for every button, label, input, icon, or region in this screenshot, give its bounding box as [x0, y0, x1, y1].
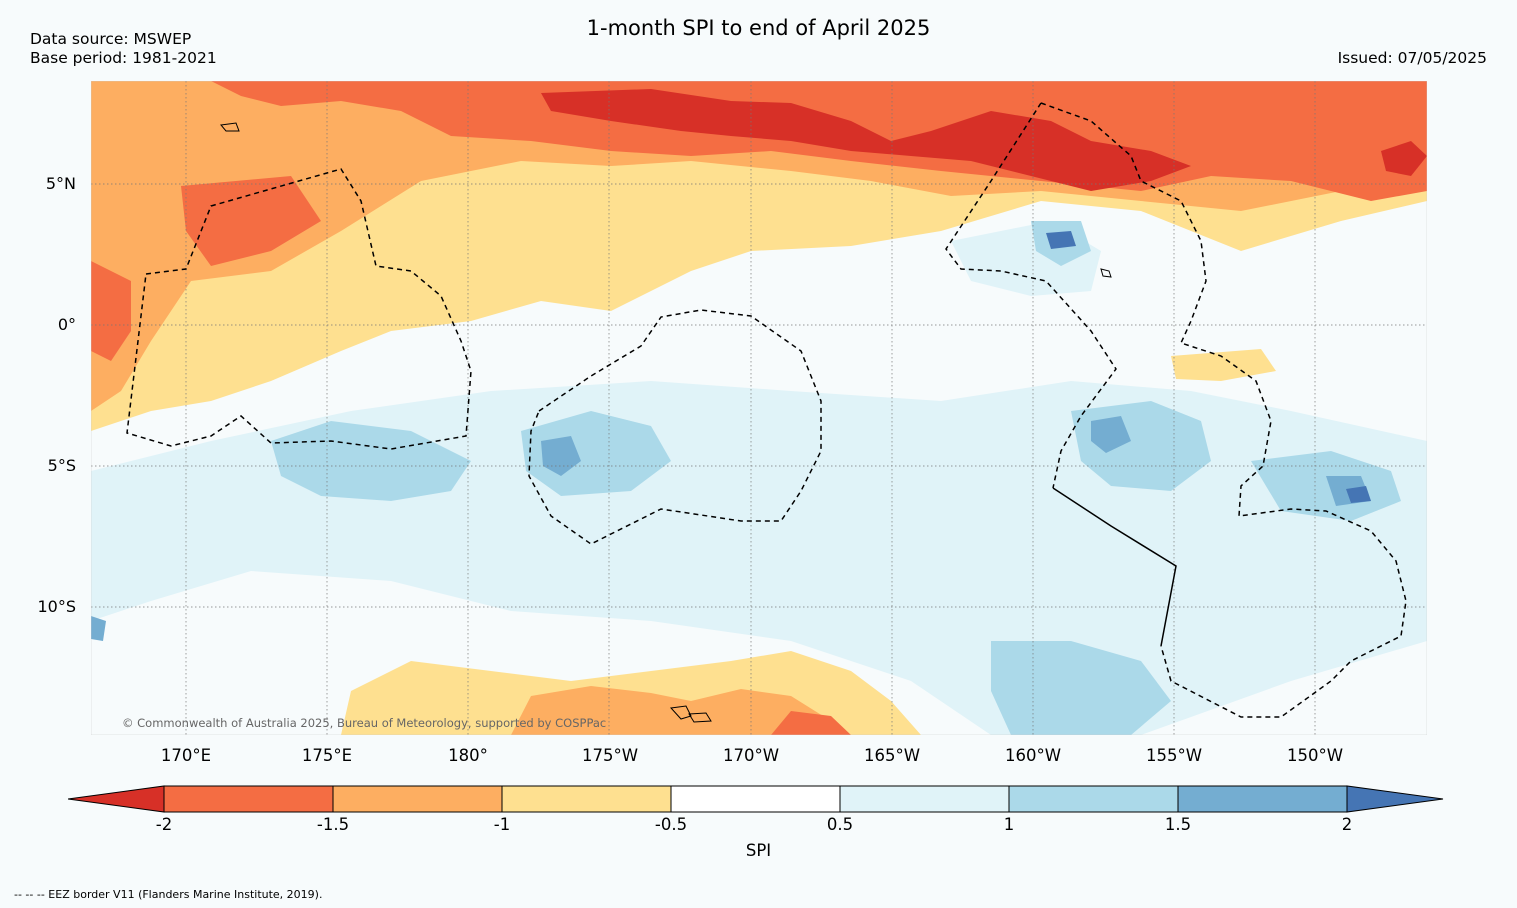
island-west: [220, 122, 240, 132]
lat-label-0: 0°: [57, 315, 76, 334]
lon-label-150w: 150°W: [1286, 746, 1344, 765]
lat-label-5s: 5°S: [47, 456, 76, 475]
dry-band-extreme: [541, 89, 1191, 191]
island-155w: [1100, 268, 1112, 278]
copyright-note: © Commonwealth of Australia 2025, Bureau…: [122, 716, 607, 730]
lon-label-165w: 165°W: [863, 746, 921, 765]
spi-map: [91, 81, 1427, 735]
lon-label-175e: 175°E: [301, 746, 353, 765]
lon-label-170w: 170°W: [722, 746, 780, 765]
eez-solid-boundary: [1052, 487, 1177, 647]
gridlines: [91, 81, 1427, 735]
wet-strong-4: [1046, 231, 1076, 249]
colorbar-segment: [163, 785, 334, 813]
lon-label-155w: 155°W: [1145, 746, 1203, 765]
colorbar-tick: 1.5: [1164, 815, 1192, 834]
colorbar-tick: -1.5: [316, 815, 350, 834]
colorbar-tick: -2: [155, 815, 173, 834]
dry-patch-155w: [1171, 349, 1276, 381]
colorbar-tick: 2: [1341, 815, 1353, 834]
wet-strong-2: [1091, 416, 1131, 453]
lon-label-175w: 175°W: [581, 746, 639, 765]
islands: [220, 122, 1112, 723]
colorbar: [68, 785, 1444, 813]
lon-label-170e: 170°E: [160, 746, 212, 765]
colorbar-tick: -1: [493, 815, 511, 834]
colorbar-tick: 0.5: [826, 815, 854, 834]
colorbar-segment: [332, 785, 503, 813]
colorbar-segment: [501, 785, 672, 813]
eez-line-islands-west: [945, 102, 1117, 489]
colorbar-label: SPI: [745, 841, 772, 860]
lon-label-180: 180°: [448, 746, 488, 765]
wet-moderate-2: [521, 411, 671, 496]
colorbar-segment: [1177, 785, 1348, 813]
dry-south-moderate: [511, 686, 851, 735]
dry-patch-east: [1381, 141, 1427, 176]
map-title: 1-month SPI to end of April 2025: [586, 16, 931, 40]
wet-moderate-4: [1251, 451, 1401, 521]
lat-label-10s: 10°S: [37, 597, 76, 616]
dry-patch-west: [91, 261, 131, 361]
data-source: Data source: MSWEP: [30, 30, 192, 48]
data-source-block: Data source: MSWEP Base period: 1981-202…: [30, 30, 217, 68]
dry-south-severe: [771, 711, 851, 735]
base-period: Base period: 1981-2021: [30, 49, 217, 67]
issued-date: Issued: 07/05/2025: [1337, 49, 1487, 67]
colorbar-segment: [670, 785, 841, 813]
wet-strong-5: [1346, 486, 1371, 503]
colorbar-segment: [1008, 785, 1179, 813]
eez-legend-note: -- -- -- EEZ border V11 (Flanders Marine…: [14, 888, 323, 901]
colorbar-tick: 1: [1003, 815, 1015, 834]
wet-moderate-5: [991, 641, 1171, 735]
eez-tokelau-phoenix: [528, 309, 822, 545]
samoa-island: [669, 705, 692, 720]
colorbar-extend-low: [68, 785, 165, 813]
eez-borders: [126, 102, 1407, 718]
eez-line-islands-north: [1040, 102, 1407, 718]
eez-kiribati-gilbert: [126, 168, 472, 450]
colorbar-extend-high: [1346, 785, 1444, 813]
wet-strong-6: [91, 616, 106, 641]
samoa-island-2: [688, 712, 712, 723]
lon-label-160w: 160°W: [1004, 746, 1062, 765]
dry-patch-west-mid: [181, 176, 321, 266]
lat-label-5n: 5°N: [45, 174, 76, 193]
colorbar-segment: [839, 785, 1010, 813]
colorbar-tick: -0.5: [654, 815, 688, 834]
